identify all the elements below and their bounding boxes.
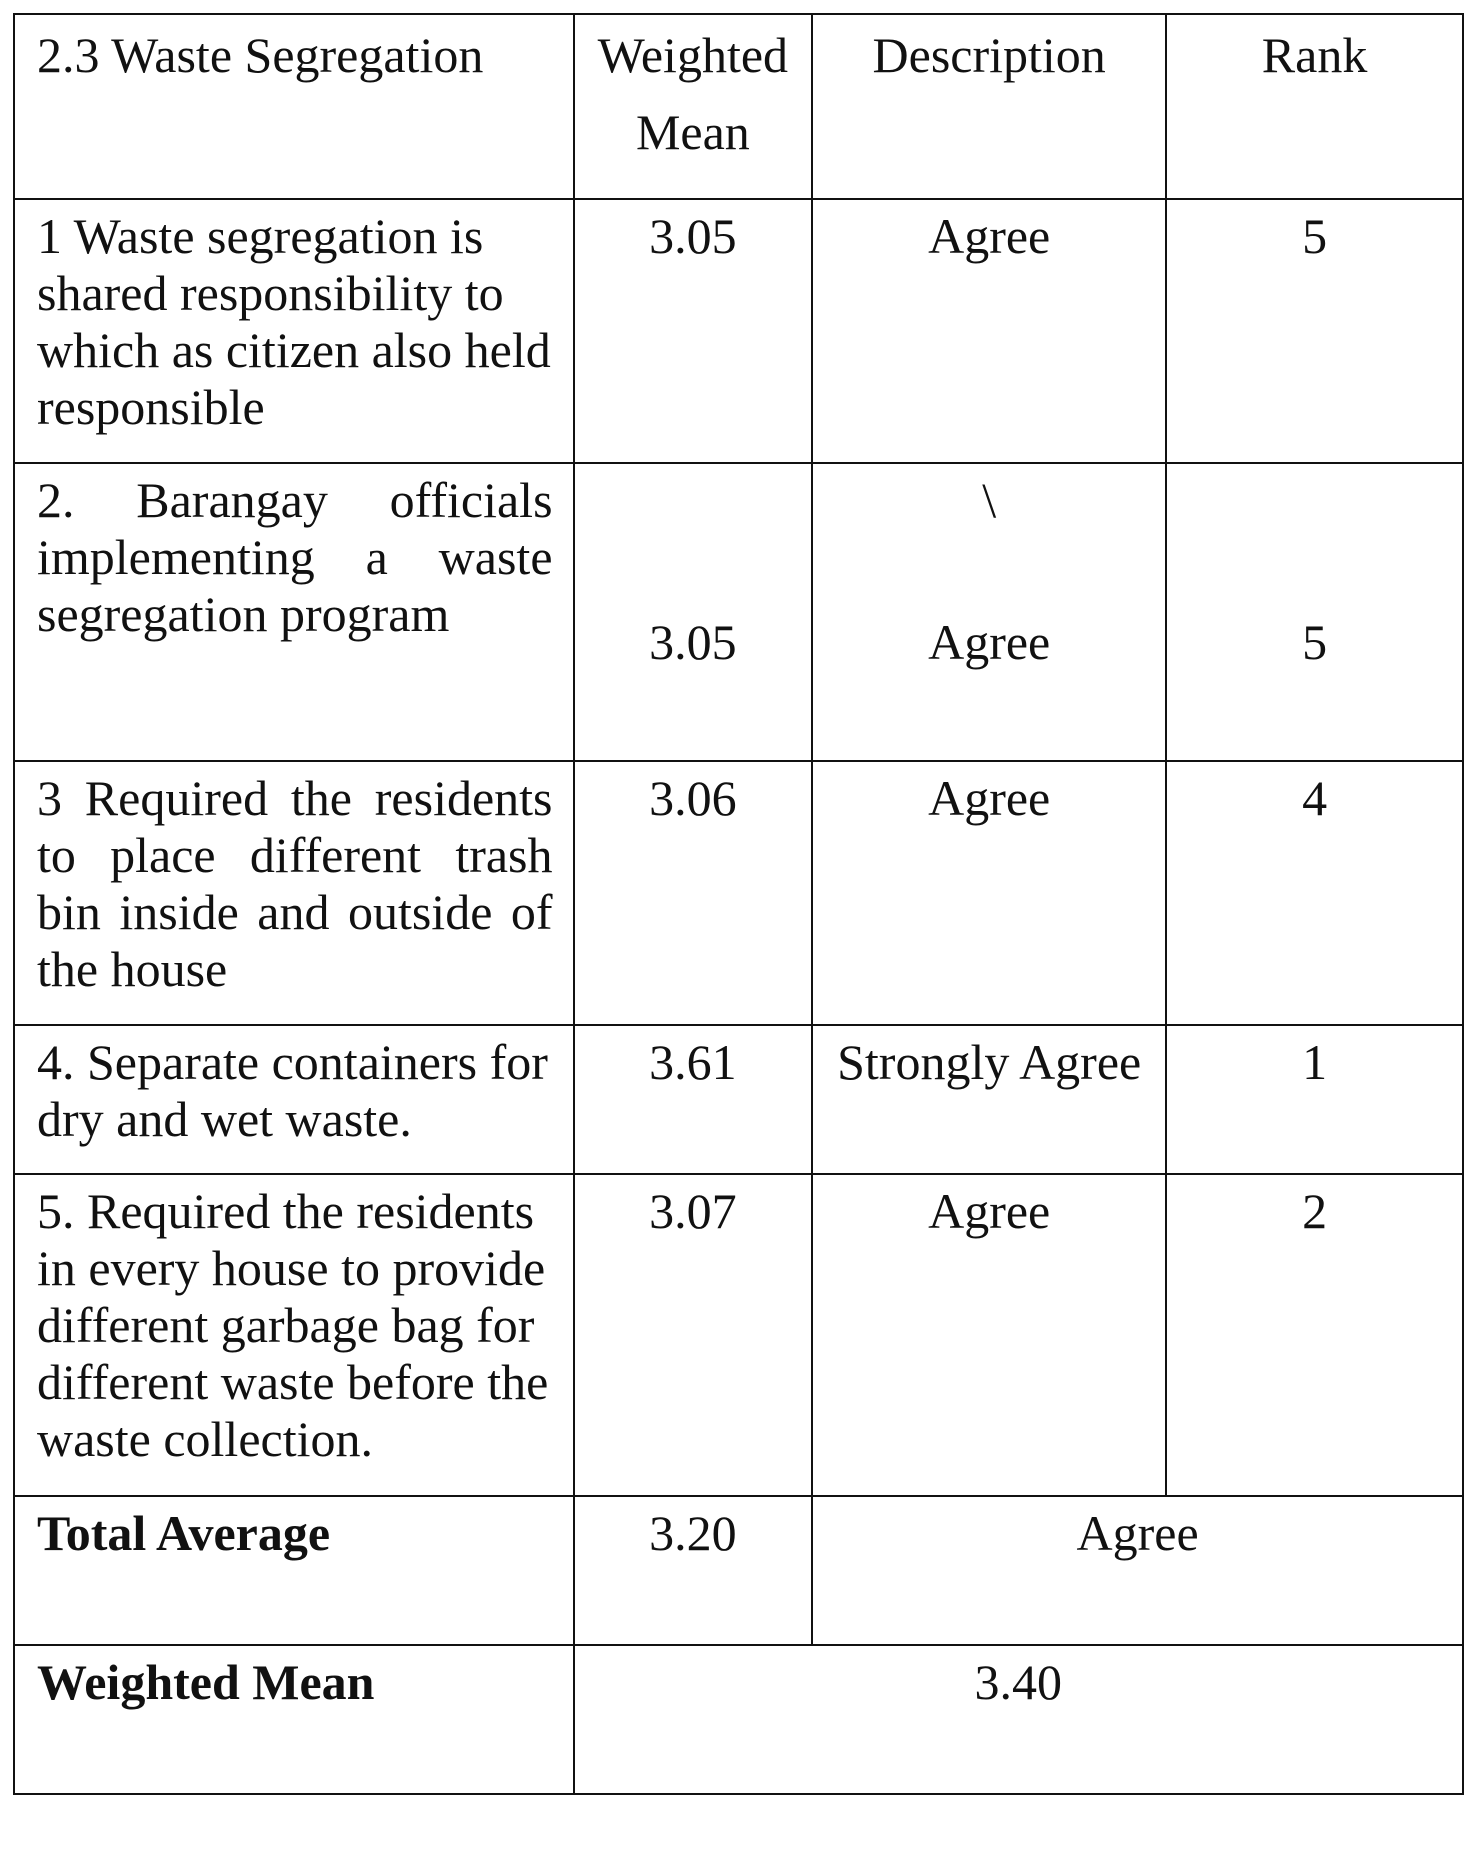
weighted-mean-cell: 3.61 <box>572 1024 814 1175</box>
weighted-mean-value: 3.06 <box>649 770 737 826</box>
table-row: 5. Required the residents in every house… <box>13 1173 1464 1497</box>
weighted-mean-value: 3.05 <box>649 614 737 670</box>
item-text: 4. Separate containers for dry and wet w… <box>37 1034 548 1147</box>
description-cell: \ Agree <box>811 462 1168 762</box>
description-cell: Strongly Agree <box>811 1024 1168 1175</box>
rank-cell: 4 <box>1165 760 1464 1026</box>
item-cell: 2. Barangay officials implementing a was… <box>13 462 575 762</box>
total-average-label: Total Average <box>37 1505 331 1561</box>
description-cell: Agree <box>811 1173 1168 1497</box>
item-cell: 1 Waste segregation is shared responsibi… <box>13 198 575 464</box>
description-value: Agree <box>928 1183 1051 1239</box>
weighted-mean-value: 3.61 <box>649 1034 737 1090</box>
header-title: 2.3 Waste Segregation <box>37 27 484 83</box>
description-value: Strongly Agree <box>837 1034 1142 1090</box>
header-rank: Rank <box>1261 27 1368 83</box>
item-cell: 5. Required the residents in every house… <box>13 1173 575 1497</box>
item-text: 5. Required the residents in every house… <box>37 1183 549 1467</box>
weighted-mean-row: Weighted Mean 3.40 <box>13 1644 1465 1795</box>
item-text: 2. Barangay officials implementing a was… <box>37 472 553 642</box>
waste-segregation-table: 2.3 Waste Segregation Weighted Mean Desc… <box>13 13 1465 1795</box>
rank-value: 1 <box>1302 1034 1328 1090</box>
rank-value: 2 <box>1302 1183 1328 1239</box>
table-row: 3 Required the residents to place differ… <box>13 760 1464 1026</box>
header-weighted-mean-cell: Weighted Mean <box>572 13 814 200</box>
rank-value: 4 <box>1302 770 1328 826</box>
table-header-row: 2.3 Waste Segregation Weighted Mean Desc… <box>13 13 1464 200</box>
weighted-mean-label-cell: Weighted Mean <box>13 1644 575 1795</box>
rank-value: 5 <box>1302 614 1328 670</box>
description-value: Agree <box>928 614 1051 670</box>
total-average-description: Agree <box>1076 1505 1199 1561</box>
header-description-cell: Description <box>811 13 1168 200</box>
weighted-mean-value: 3.05 <box>649 208 737 264</box>
weighted-mean-cell: 3.06 <box>572 760 814 1026</box>
table-row: 1 Waste segregation is shared responsibi… <box>13 198 1464 464</box>
item-cell: 3 Required the residents to place differ… <box>13 760 575 1026</box>
rank-cell: 5 <box>1165 462 1464 762</box>
weighted-mean-value: 3.07 <box>649 1183 737 1239</box>
total-average-row: Total Average 3.20 Agree <box>13 1495 1464 1646</box>
table-row: 4. Separate containers for dry and wet w… <box>13 1024 1464 1175</box>
description-value: Agree <box>928 208 1051 264</box>
total-average-value: 3.20 <box>649 1505 737 1561</box>
rank-cell: 2 <box>1165 1173 1464 1497</box>
description-value: Agree <box>928 770 1051 826</box>
description-cell: Agree <box>811 760 1168 1026</box>
total-average-label-cell: Total Average <box>13 1495 575 1646</box>
table-row: 2. Barangay officials implementing a was… <box>13 462 1464 762</box>
weighted-mean-cell: 3.05 <box>572 462 814 762</box>
weighted-mean-cell: 3.07 <box>572 1173 814 1497</box>
header-weighted-mean-line1: Weighted <box>597 27 789 83</box>
header-rank-cell: Rank <box>1165 13 1464 200</box>
header-description: Description <box>872 27 1106 83</box>
weighted-mean-label: Weighted Mean <box>37 1654 375 1710</box>
weighted-mean-total-value: 3.40 <box>974 1654 1063 1710</box>
item-text: 1 Waste segregation is shared responsibi… <box>37 208 551 435</box>
total-average-description-cell: Agree <box>811 1495 1464 1646</box>
header-title-cell: 2.3 Waste Segregation <box>13 13 575 200</box>
description-cell: Agree <box>811 198 1168 464</box>
header-weighted-mean-line2: Mean <box>635 104 750 160</box>
item-cell: 4. Separate containers for dry and wet w… <box>13 1024 575 1175</box>
weighted-mean-total-cell: 3.40 <box>572 1644 1465 1795</box>
item-text: 3 Required the residents to place differ… <box>37 770 553 997</box>
weighted-mean-cell: 3.05 <box>572 198 814 464</box>
rank-value: 5 <box>1302 208 1328 264</box>
rank-cell: 5 <box>1165 198 1464 464</box>
description-mark: \ <box>982 472 997 528</box>
rank-cell: 1 <box>1165 1024 1464 1175</box>
total-average-value-cell: 3.20 <box>572 1495 814 1646</box>
